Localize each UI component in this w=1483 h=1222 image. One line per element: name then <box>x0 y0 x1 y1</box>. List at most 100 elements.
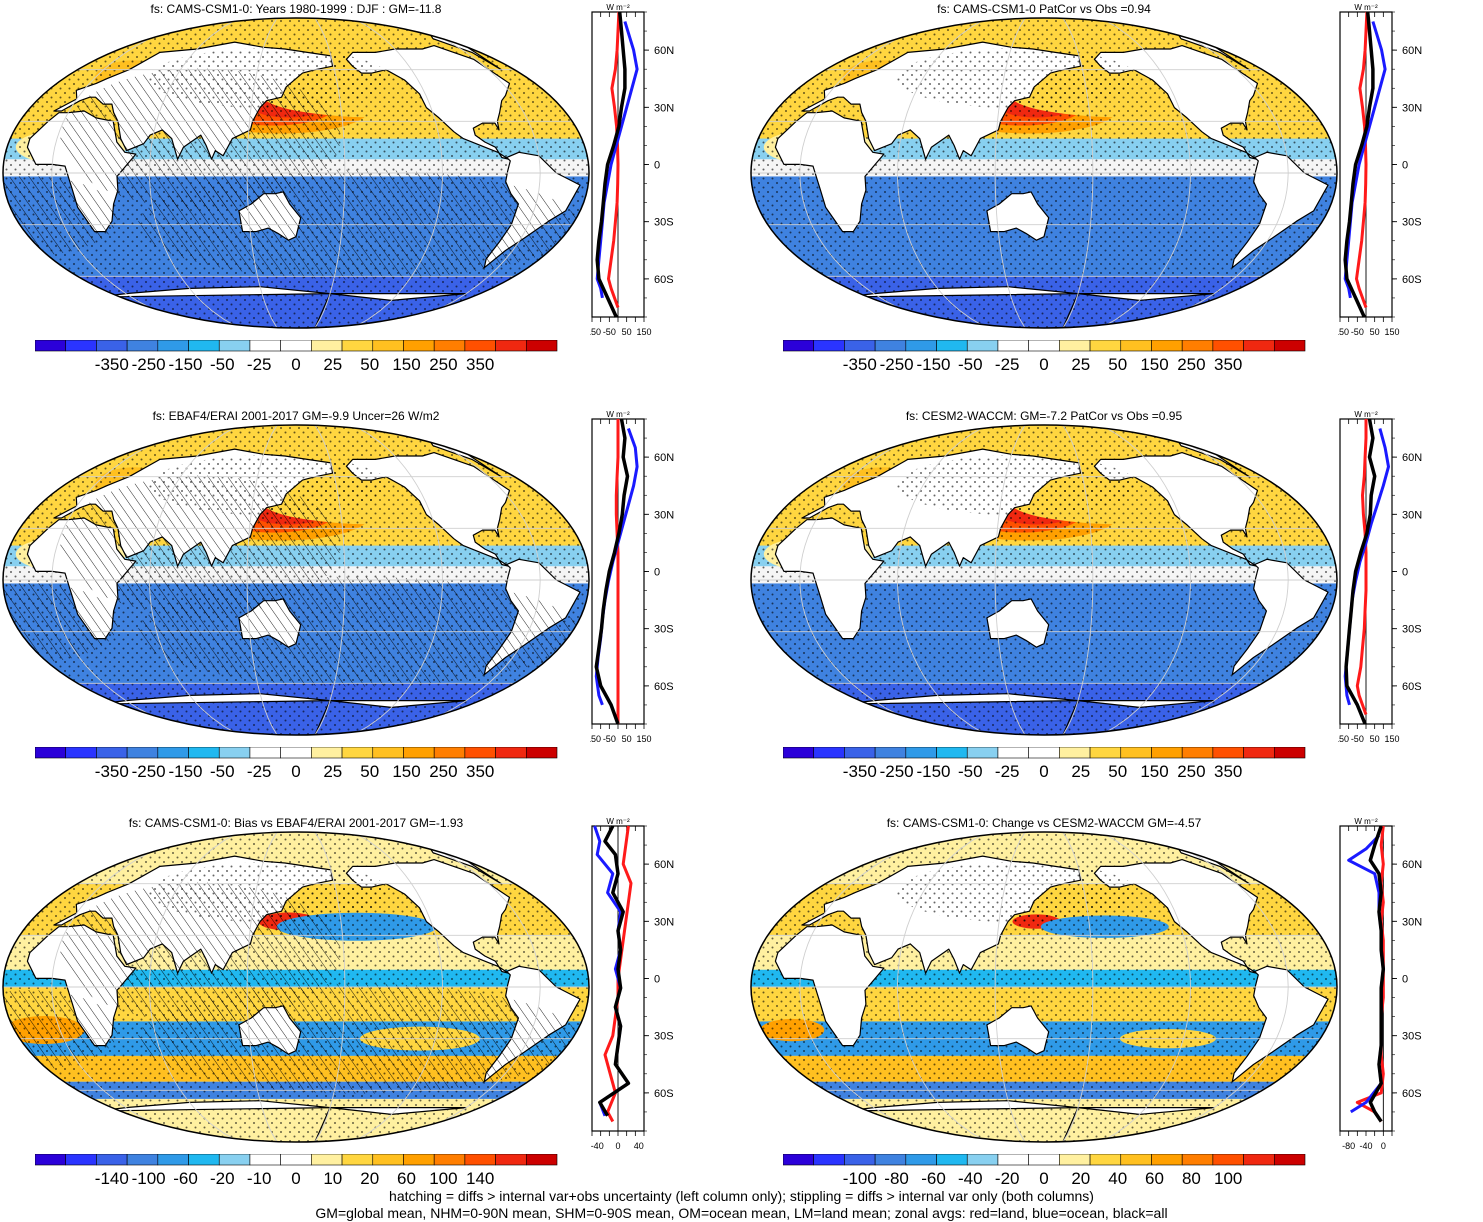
colorbar-tick-label: 350 <box>1214 762 1242 781</box>
land-stippling <box>897 862 1138 923</box>
colorbar-tick-label: 0 <box>291 762 300 781</box>
colorbar-swatch <box>966 747 999 759</box>
colorbar-swatch <box>1120 747 1152 759</box>
map-outline <box>2 424 590 736</box>
zonal-x-tick-label: 0 <box>1381 1141 1386 1151</box>
zonal-average-plot: W m⁻² 60N 30N 0 30S 60S -150-50 50 150 <box>1338 3 1422 337</box>
colorbar-tick-label: 350 <box>466 762 494 781</box>
colorbar-tick-label: 350 <box>1214 355 1242 374</box>
colorbar-tick-label: -50 <box>210 762 235 781</box>
zonal-x-tick-label: 50 <box>622 327 632 337</box>
zonal-series-all <box>594 418 630 725</box>
continent-africa <box>774 924 885 1047</box>
colorbar-tick-label: -50 <box>210 355 235 374</box>
map-outline <box>750 424 1338 736</box>
colorbar-tick-label: 50 <box>360 762 379 781</box>
zonal-x-tick-label: -40 <box>591 1141 604 1151</box>
colorbar-tick-label: -350 <box>843 355 877 374</box>
zonal-x-tick-label: 150 <box>1384 327 1399 337</box>
colorbar-swatch <box>157 747 189 759</box>
colorbar-swatch <box>495 1154 527 1166</box>
zonal-lat-label: 30N <box>1402 102 1422 114</box>
colorbar-swatch <box>1181 340 1214 352</box>
colorbar-tick-label: -150 <box>168 355 202 374</box>
colorbar-tick-label: 0 <box>1039 355 1048 374</box>
continent-nam <box>345 859 511 974</box>
colorbar-swatch <box>905 747 937 759</box>
world-map <box>2 17 590 329</box>
colorbar-tick-label: 250 <box>429 762 457 781</box>
colorbar-swatch <box>966 340 999 352</box>
colorbar-swatch <box>372 747 404 759</box>
colorbar-labels: -350 -250 -150 -50 -25 0 25 50 150 250 350 <box>95 355 495 374</box>
colorbar-swatch <box>783 340 815 352</box>
colorbar-tick-label: 150 <box>392 355 420 374</box>
zonal-x-tick-label: 50 <box>1370 734 1380 744</box>
colorbar-swatch <box>1212 747 1244 759</box>
zonal-x-tick-label: -50 <box>1351 327 1364 337</box>
zonal-lat-label: 30S <box>1402 624 1422 636</box>
zonal-lat-label: 60S <box>654 681 674 693</box>
colorbar-tick-label: 0 <box>1039 1169 1048 1188</box>
map-title: fs: EBAF4/ERAI 2001-2017 GM=-9.9 Uncer=2… <box>152 409 440 423</box>
land-stippling <box>897 48 1138 109</box>
zonal-lat-label: 30N <box>654 102 674 114</box>
zonal-x-tick-label: -50 <box>603 327 616 337</box>
zonal-x-tick-label: -150 <box>1338 734 1349 744</box>
colorbar-swatch <box>1089 340 1122 352</box>
colorbar-swatch <box>997 1154 1029 1166</box>
colorbar-swatch <box>936 1154 968 1166</box>
world-map <box>2 831 590 1143</box>
colorbar-swatch <box>1089 747 1122 759</box>
colorbar-tick-label: -60 <box>173 1169 198 1188</box>
zonal-lat-label: 60S <box>654 274 674 286</box>
colorbar-swatch <box>35 340 67 352</box>
colorbar-tick-label: 80 <box>1182 1169 1201 1188</box>
zonal-series-all <box>598 825 631 1117</box>
continent-africa <box>774 517 885 640</box>
zonal-x-tick-label: -50 <box>603 734 616 744</box>
colorbar: -350 -250 -150 -50 -25 0 25 50 150 250 350 <box>783 340 1306 374</box>
zonal-lat-label: 60S <box>654 1088 674 1100</box>
colorbar-swatch <box>372 1154 404 1166</box>
colorbar-swatch <box>1212 340 1244 352</box>
colorbar-swatch <box>813 1154 845 1166</box>
colorbar-tick-label: -25 <box>247 762 272 781</box>
colorbar-swatch <box>280 340 312 352</box>
colorbar-swatch <box>403 1154 435 1166</box>
zonal-x-tick-label: -50 <box>1351 734 1364 744</box>
colorbar: -140 -100 -60 -20 -10 0 10 20 60 100 140 <box>35 1154 558 1188</box>
zonal-lat-label: 0 <box>654 160 660 172</box>
footer-line-2: GM=global mean, NHM=0-90N mean, SHM=0-90… <box>315 1205 1168 1221</box>
map-outline <box>750 831 1338 1143</box>
colorbar-tick-label: 20 <box>1071 1169 1090 1188</box>
colorbar-swatch <box>96 1154 128 1166</box>
map-title: fs: CAMS-CSM1-0: Change vs CESM2-WACCM G… <box>886 816 1202 830</box>
colorbar-tick-label: 140 <box>466 1169 494 1188</box>
zonal-x-tick-label: 50 <box>1370 327 1380 337</box>
colorbar-tick-label: -150 <box>168 762 202 781</box>
colorbar-tick-label: -250 <box>132 355 166 374</box>
colorbar-tick-label: -150 <box>916 762 950 781</box>
colorbar-tick-label: 150 <box>1140 355 1168 374</box>
zonal-series-land <box>1355 419 1368 716</box>
colorbar-tick-label: 10 <box>323 1169 342 1188</box>
colorbar-tick-label: 25 <box>1071 355 1090 374</box>
world-map <box>2 424 590 736</box>
colorbar-tick-label: 40 <box>1108 1169 1127 1188</box>
colorbar-boxes <box>35 340 558 352</box>
zonal-units-label: W m⁻² <box>1354 410 1378 419</box>
map-title: fs: CAMS-CSM1-0 PatCor vs Obs =0.94 <box>937 2 1151 16</box>
colorbar-tick-label: 150 <box>1140 762 1168 781</box>
colorbar-tick-label: -350 <box>95 762 129 781</box>
colorbar-tick-label: 60 <box>397 1169 416 1188</box>
colorbar-swatch <box>966 1154 999 1166</box>
colorbar-swatch <box>495 340 527 352</box>
colorbar-swatch <box>1151 1154 1183 1166</box>
zonal-lat-label: 60N <box>1402 859 1422 871</box>
colorbar: -350 -250 -150 -50 -25 0 25 50 150 250 350 <box>35 747 558 781</box>
colorbar-swatch <box>433 1154 466 1166</box>
zonal-series-all <box>1343 11 1375 318</box>
zonal-series-all <box>595 11 627 318</box>
zonal-lat-label: 60N <box>654 452 674 464</box>
